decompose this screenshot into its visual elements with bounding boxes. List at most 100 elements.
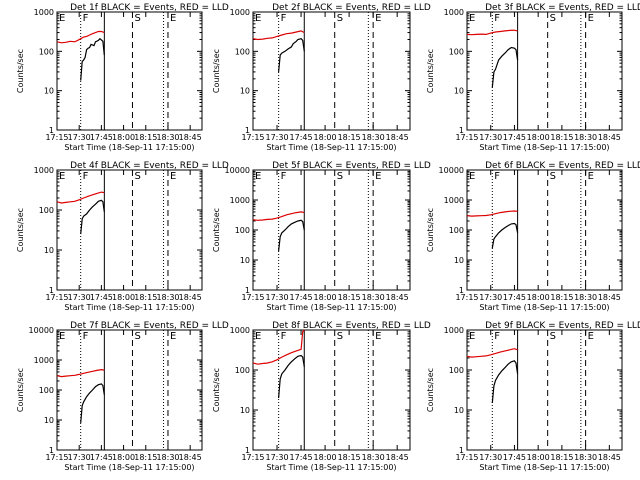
event-marker-label: E: [170, 171, 176, 182]
event-marker-label: S: [550, 171, 556, 182]
lld-series-line: [56, 191, 105, 204]
event-marker-label: F: [281, 331, 287, 342]
chart-panel: Det 3f BLACK = Events, RED = LLD 1000 100 1…: [426, 3, 640, 152]
event-marker-label: E: [59, 331, 65, 342]
y-tick-label: 100: [235, 366, 250, 375]
x-tick-label: 18:30: [574, 453, 597, 462]
y-tick-label: 1000: [444, 8, 464, 17]
x-axis-label: Start Time (18-Sep-11 17:15:00): [64, 303, 194, 312]
y-tick-label: 100: [39, 47, 54, 56]
y-axis-label: Counts/sec: [426, 368, 435, 412]
chart-panel: Det 7f BLACK = Events, RED = LLD 10000 100…: [16, 321, 229, 472]
plot-frame: [252, 11, 411, 131]
x-tick-label: 18:30: [574, 293, 597, 302]
x-tick-label: 17:30: [479, 133, 502, 142]
chart-panel: Det 5f BLACK = Events, RED = LLD 10000 100…: [212, 161, 431, 312]
y-tick-label: 10: [44, 87, 54, 96]
x-tick-label: 17:15: [241, 133, 264, 142]
event-marker-label: E: [59, 171, 65, 182]
events-series-line: [80, 383, 105, 423]
event-marker-label: F: [281, 171, 287, 182]
event-marker-label: E: [59, 13, 65, 24]
x-tick-label: 17:45: [290, 453, 313, 462]
events-series-line: [278, 219, 305, 252]
x-tick-label: 18:00: [112, 133, 135, 142]
x-tick-label: 17:30: [68, 293, 91, 302]
plot-frame: [252, 329, 411, 451]
event-marker-label: F: [83, 13, 89, 24]
x-tick-label: 18:30: [156, 453, 179, 462]
y-tick-label: 1000: [230, 8, 250, 17]
events-series-line: [80, 37, 105, 81]
events-series-line: [80, 199, 105, 235]
x-tick-label: 18:15: [550, 133, 573, 142]
lld-series-line: [252, 30, 305, 41]
panel-title: Det 5f BLACK = Events, RED = LLD: [272, 161, 431, 171]
y-tick-label: 10: [240, 406, 250, 415]
y-tick-label: 1: [245, 446, 250, 455]
plot-frame: [466, 169, 623, 291]
x-tick-label: 18:00: [527, 133, 550, 142]
y-tick-label: 100: [39, 386, 54, 395]
y-tick-label: 1: [245, 126, 250, 135]
chart-panel: Det 4f BLACK = Events, RED = LLD 1000 100 1…: [16, 161, 229, 312]
x-tick-label: 17:15: [241, 453, 264, 462]
y-tick-label: 10000: [439, 166, 464, 175]
y-tick-label: 100: [235, 226, 250, 235]
x-tick-label: 18:30: [362, 133, 385, 142]
x-axis-label: Start Time (18-Sep-11 17:15:00): [64, 143, 194, 152]
y-tick-label: 1: [49, 286, 54, 295]
x-tick-label: 18:45: [598, 293, 621, 302]
event-marker-label: E: [255, 171, 261, 182]
x-tick-label: 18:30: [574, 133, 597, 142]
x-tick-label: 18:30: [156, 133, 179, 142]
x-tick-label: 17:45: [90, 453, 113, 462]
x-tick-label: 17:45: [90, 133, 113, 142]
x-tick-label: 17:30: [479, 293, 502, 302]
x-tick-label: 17:30: [265, 453, 288, 462]
x-tick-label: 17:30: [479, 453, 502, 462]
lld-series-line: [466, 348, 518, 358]
x-tick-label: 17:30: [68, 453, 91, 462]
chart-panel: Det 2f BLACK = Events, RED = LLD 1000 100 1…: [212, 3, 431, 152]
x-tick-label: 18:15: [134, 133, 157, 142]
plot-frame: [252, 169, 411, 291]
y-axis-label: Counts/sec: [426, 49, 435, 93]
x-tick-label: 18:15: [134, 293, 157, 302]
event-marker-label: S: [337, 331, 343, 342]
plot-frame: [56, 329, 203, 451]
y-tick-label: 1000: [444, 326, 464, 335]
lld-series-line: [56, 30, 105, 44]
y-tick-label: 100: [449, 47, 464, 56]
event-marker-label: E: [255, 331, 261, 342]
x-tick-label: 17:45: [503, 133, 526, 142]
x-tick-label: 18:15: [338, 453, 361, 462]
y-tick-label: 10: [454, 256, 464, 265]
x-tick-label: 17:15: [45, 133, 68, 142]
events-series-line: [278, 354, 305, 399]
event-marker-label: E: [588, 171, 594, 182]
event-marker-label: F: [281, 13, 287, 24]
panel-title: Det 4f BLACK = Events, RED = LLD: [70, 161, 229, 171]
x-tick-label: 18:30: [362, 293, 385, 302]
x-axis-label: Start Time (18-Sep-11 17:15:00): [266, 463, 396, 472]
y-tick-label: 1: [49, 446, 54, 455]
event-marker-label: S: [337, 13, 343, 24]
y-tick-label: 10: [454, 87, 464, 96]
lld-series-line: [252, 329, 305, 365]
x-tick-label: 18:00: [112, 453, 135, 462]
lld-series-line: [466, 210, 518, 217]
y-tick-label: 1000: [444, 196, 464, 205]
y-axis-label: Counts/sec: [212, 49, 221, 93]
events-series-line: [491, 222, 519, 249]
panel-title: Det 2f BLACK = Events, RED = LLD: [272, 3, 431, 13]
event-marker-label: E: [375, 331, 381, 342]
y-tick-label: 100: [449, 226, 464, 235]
x-axis-label: Start Time (18-Sep-11 17:15:00): [266, 143, 396, 152]
x-axis-label: Start Time (18-Sep-11 17:15:00): [479, 303, 609, 312]
x-tick-label: 18:15: [338, 133, 361, 142]
x-tick-label: 17:15: [45, 453, 68, 462]
x-axis-label: Start Time (18-Sep-11 17:15:00): [479, 463, 609, 472]
x-tick-label: 18:15: [550, 453, 573, 462]
x-tick-label: 18:00: [527, 293, 550, 302]
